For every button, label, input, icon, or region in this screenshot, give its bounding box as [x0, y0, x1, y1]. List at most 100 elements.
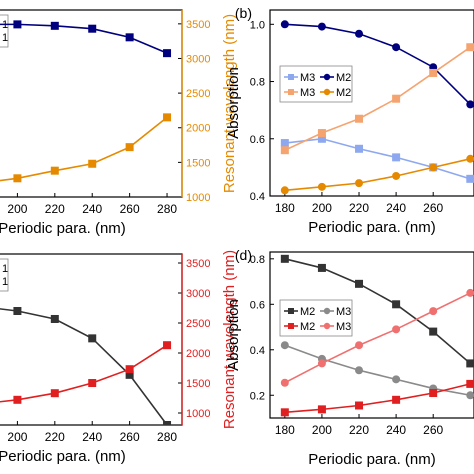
data-point: [355, 144, 364, 153]
data-point: [280, 139, 289, 148]
right-y-tick-label: 2000: [186, 348, 210, 360]
data-point: [429, 163, 438, 172]
data-point: [163, 341, 172, 350]
x-tick-label: 180: [275, 423, 295, 437]
data-point: [317, 129, 326, 138]
data-point: [317, 182, 326, 191]
series-line: [284, 383, 471, 414]
y-tick-label: 1.0: [250, 19, 265, 31]
x-axis-title: Periodic para. (nm): [308, 451, 436, 468]
x-tick-label: 200: [7, 202, 27, 216]
x-tick-label: 220: [349, 201, 369, 215]
x-tick-label: 200: [312, 201, 332, 215]
series-line: [284, 292, 471, 384]
right-y-tick-label: 3000: [186, 288, 210, 300]
data-point: [355, 401, 364, 410]
data-point: [466, 154, 474, 163]
legend-label: M2: [336, 87, 351, 99]
series-line: [284, 344, 471, 397]
data-point: [355, 341, 364, 350]
data-point: [280, 378, 289, 387]
x-tick-label: 200: [7, 430, 27, 444]
right-y-axis-title: Resonant wavelength (nm): [221, 250, 238, 429]
data-point: [429, 68, 438, 77]
series-group-b: [280, 20, 474, 195]
data-point: [88, 379, 97, 387]
x-tick-label: 260: [120, 202, 140, 216]
data-point: [280, 20, 289, 29]
legend-label: M2: [336, 72, 351, 84]
panel-label: (d): [235, 247, 252, 263]
data-point: [13, 20, 22, 29]
plot-frame-d: [269, 251, 474, 419]
data-point: [429, 388, 438, 397]
data-point: [466, 43, 474, 52]
legend-marker: [288, 323, 294, 329]
legend-label: M3: [300, 72, 315, 84]
legend-marker: [323, 307, 331, 315]
y-tick-label: 0.2: [250, 390, 265, 402]
data-point: [317, 134, 326, 143]
series-line: [284, 23, 471, 105]
y-tick-label: 0.8: [250, 254, 265, 266]
data-point: [355, 366, 364, 375]
x-tick-label: 240: [82, 430, 102, 444]
x-axis-title: Periodic para. (nm): [0, 448, 126, 465]
series-line: [0, 23, 168, 54]
right-y-tick-label: 1500: [186, 378, 210, 390]
right-y-tick-label: 3000: [186, 53, 210, 65]
legend-box: [0, 14, 9, 48]
x-tick-label: 280: [157, 202, 177, 216]
series-line: [0, 308, 168, 425]
data-point: [280, 254, 289, 263]
legend-fragment: 1: [2, 32, 8, 44]
data-point: [392, 300, 401, 309]
y-tick-label: 0.8: [250, 77, 265, 89]
x-tick-label: 220: [45, 202, 65, 216]
x-tick-label: 200: [312, 423, 332, 437]
data-point: [392, 94, 401, 103]
data-point: [429, 307, 438, 316]
data-point: [355, 179, 364, 188]
legend-label: M2: [300, 321, 315, 333]
data-point: [125, 143, 134, 152]
series-line: [284, 158, 471, 192]
legend-label: M3: [336, 306, 351, 318]
series-line: [0, 116, 168, 182]
data-point: [280, 146, 289, 155]
data-point: [392, 375, 401, 384]
data-point: [280, 408, 289, 417]
legend-marker: [323, 88, 331, 96]
series-group-c: [0, 307, 172, 425]
data-point: [280, 186, 289, 195]
data-point: [163, 49, 172, 58]
x-tick-label: 220: [45, 430, 65, 444]
data-point: [355, 29, 364, 38]
data-point: [355, 279, 364, 288]
data-point: [125, 370, 134, 379]
data-point: [466, 288, 474, 297]
plot-frame-a: [0, 9, 183, 198]
data-point: [429, 327, 438, 336]
y-tick-label: 0.4: [250, 191, 265, 203]
data-point: [466, 100, 474, 109]
y-axis-title: Absorption: [225, 299, 242, 371]
data-point: [317, 263, 326, 272]
legend-marker: [288, 89, 294, 95]
data-point: [280, 341, 289, 350]
data-point: [392, 153, 401, 162]
data-point: [466, 391, 474, 400]
data-point: [163, 113, 172, 122]
series-group-d: [280, 254, 474, 417]
right-y-axis-title: Resonant wavelength (nm): [221, 14, 238, 193]
y-tick-label: 0.6: [250, 134, 265, 146]
plot-frame-b: [269, 9, 474, 197]
data-point: [13, 174, 22, 183]
data-point: [317, 359, 326, 368]
data-point: [163, 421, 172, 425]
legend-box: [279, 65, 353, 103]
legend-box: [279, 299, 353, 337]
series-line: [284, 137, 471, 180]
data-point: [13, 307, 22, 315]
